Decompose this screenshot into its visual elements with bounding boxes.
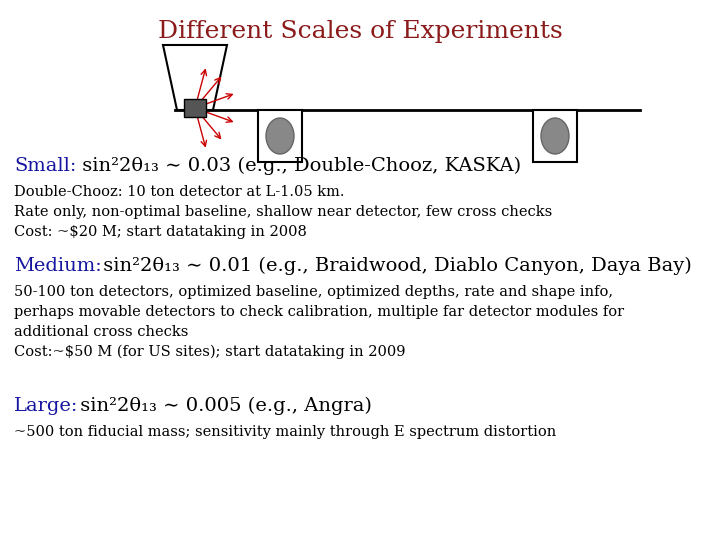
Text: Cost:~$50 M (for US sites); start datataking in 2009: Cost:~$50 M (for US sites); start datata… — [14, 345, 405, 360]
Text: additional cross checks: additional cross checks — [14, 325, 189, 339]
Text: Double-Chooz: 10 ton detector at L-1.05 km.: Double-Chooz: 10 ton detector at L-1.05 … — [14, 185, 344, 199]
Text: ~500 ton fiducial mass; sensitivity mainly through E spectrum distortion: ~500 ton fiducial mass; sensitivity main… — [14, 425, 557, 439]
Ellipse shape — [266, 118, 294, 154]
Text: Different Scales of Experiments: Different Scales of Experiments — [158, 20, 562, 43]
Text: sin²2θ₁₃ ∼ 0.01 (e.g., Braidwood, Diablo Canyon, Daya Bay): sin²2θ₁₃ ∼ 0.01 (e.g., Braidwood, Diablo… — [97, 257, 692, 275]
Text: 50-100 ton detectors, optimized baseline, optimized depths, rate and shape info,: 50-100 ton detectors, optimized baseline… — [14, 285, 613, 299]
Text: Rate only, non-optimal baseline, shallow near detector, few cross checks: Rate only, non-optimal baseline, shallow… — [14, 205, 552, 219]
Text: Cost: ~$20 M; start datataking in 2008: Cost: ~$20 M; start datataking in 2008 — [14, 225, 307, 239]
Ellipse shape — [541, 118, 569, 154]
Bar — [258, 110, 302, 162]
Text: sin²2θ₁₃ ∼ 0.005 (e.g., Angra): sin²2θ₁₃ ∼ 0.005 (e.g., Angra) — [74, 397, 372, 415]
Text: perhaps movable detectors to check calibration, multiple far detector modules fo: perhaps movable detectors to check calib… — [14, 305, 624, 319]
Text: Large:: Large: — [14, 397, 78, 415]
Bar — [533, 110, 577, 162]
Bar — [184, 99, 206, 117]
Polygon shape — [163, 45, 227, 110]
Text: sin²2θ₁₃ ∼ 0.03 (e.g., Double-Chooz, KASKA): sin²2θ₁₃ ∼ 0.03 (e.g., Double-Chooz, KAS… — [76, 157, 521, 176]
Text: Medium:: Medium: — [14, 257, 102, 275]
Text: Small:: Small: — [14, 157, 76, 175]
